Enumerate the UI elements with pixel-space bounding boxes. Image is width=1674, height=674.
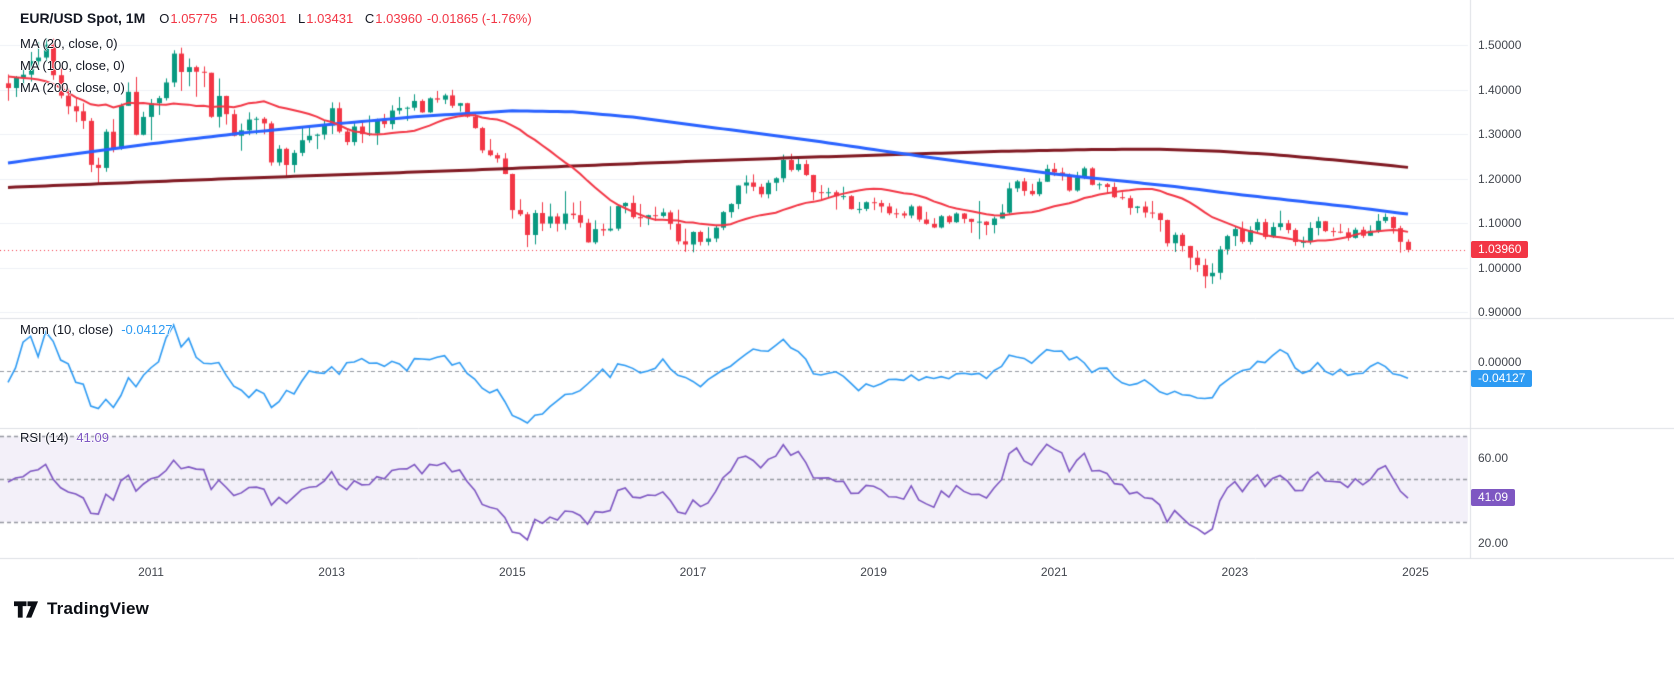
- rsi-axis-label: 20.00: [1478, 536, 1509, 551]
- time-axis-label: 2017: [679, 565, 707, 579]
- ma100-legend-title: MA (100, close, 0): [20, 58, 125, 73]
- open-value: 1.05775: [170, 11, 218, 26]
- tradingview-wordmark: TradingView: [47, 599, 150, 618]
- last-price-badge: 1.03960: [1471, 240, 1529, 258]
- price-axis-label: 1.00000: [1478, 260, 1522, 275]
- ma20-legend-title: MA (20, close, 0): [20, 36, 118, 51]
- close-label: C: [364, 11, 375, 26]
- momentum-legend: Mom (10, close) -0.04127: [20, 322, 173, 344]
- price-axis-label: 1.30000: [1478, 127, 1522, 141]
- rsi-legend: RSI (14) 41.09: [20, 430, 109, 452]
- ohlc-readout: O1.05775 H1.06301 L1.03431 C1.03960 -0.0…: [151, 11, 531, 26]
- time-axis-label: 2015: [498, 565, 526, 579]
- open-label: O: [159, 11, 170, 26]
- momentum-value-badge: -0.04127: [1471, 370, 1533, 388]
- time-axis-label: 2011: [138, 565, 164, 579]
- low-label: L: [298, 11, 306, 26]
- ma100-legend-row[interactable]: MA (100, close, 0): [20, 58, 532, 80]
- symbol-legend-row[interactable]: EUR/USD Spot, 1M O1.05775 H1.06301 L1.03…: [20, 10, 532, 36]
- momentum-legend-row[interactable]: Mom (10, close) -0.04127: [20, 322, 173, 344]
- time-axis-label: 2013: [318, 565, 345, 579]
- price-axis-label: 0.90000: [1478, 305, 1522, 319]
- time-axis-label: 2023: [1221, 565, 1249, 579]
- price-axis-label: 1.10000: [1478, 216, 1522, 230]
- tradingview-logo-icon: [14, 600, 39, 618]
- momentum-legend-title: Mom (10, close): [20, 322, 114, 337]
- symbol-title: EUR/USD Spot, 1M: [20, 10, 146, 26]
- low-value: 1.03431: [306, 11, 354, 26]
- tradingview-logo[interactable]: TradingView: [14, 599, 149, 619]
- chart-canvas[interactable]: [0, 0, 1674, 588]
- price-axis-label: 1.40000: [1478, 82, 1522, 97]
- rsi-value-badge: 41.09: [1471, 489, 1516, 507]
- main-legend: EUR/USD Spot, 1M O1.05775 H1.06301 L1.03…: [20, 10, 532, 102]
- price-axis-label: 1.20000: [1478, 171, 1522, 186]
- rsi-axis-label: 60.00: [1478, 450, 1509, 465]
- close-value: 1.03960: [375, 11, 423, 26]
- momentum-zero-axis-label: 0.00000: [1478, 354, 1522, 369]
- ma20-legend-row[interactable]: MA (20, close, 0): [20, 36, 532, 58]
- time-axis-label: 2021: [1040, 565, 1068, 579]
- momentum-legend-value: -0.04127: [121, 322, 173, 337]
- time-axis-label: 2025: [1402, 565, 1429, 579]
- rsi-legend-row[interactable]: RSI (14) 41.09: [20, 430, 109, 452]
- rsi-legend-value: 41.09: [76, 430, 109, 445]
- price-axis-label: 1.50000: [1478, 38, 1522, 52]
- high-value: 1.06301: [239, 11, 287, 26]
- time-axis-label: 2019: [860, 565, 887, 579]
- ma200-legend-row[interactable]: MA (200, close, 0): [20, 80, 532, 102]
- high-label: H: [228, 11, 239, 26]
- rsi-legend-title: RSI (14): [20, 430, 69, 445]
- ma200-legend-title: MA (200, close, 0): [20, 80, 125, 95]
- change-value: -0.01865 (-1.76%): [426, 11, 532, 26]
